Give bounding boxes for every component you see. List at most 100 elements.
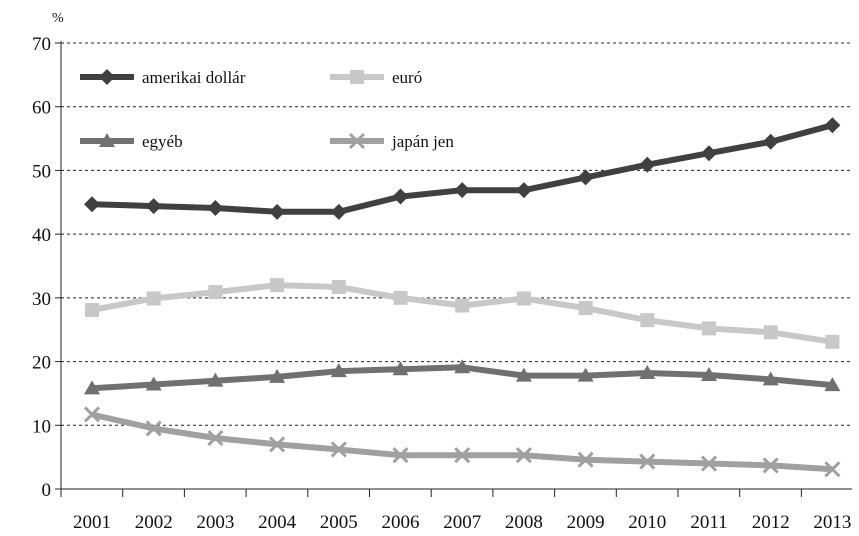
triangle-marker [392, 361, 409, 376]
triangle-marker [330, 363, 347, 378]
series-line [91, 122, 834, 215]
legend-label: amerikai dollár [142, 68, 246, 87]
x-marker [824, 461, 841, 478]
x-marker-stroke [269, 436, 286, 453]
y-tick-label: 20 [32, 353, 51, 374]
triangle-marker [454, 359, 471, 374]
legend-item: euró [330, 68, 422, 87]
diamond-marker [515, 182, 532, 199]
series-line [91, 411, 833, 473]
triangle-marker [577, 367, 594, 382]
diamond-marker [84, 196, 100, 213]
triangle-marker [207, 372, 224, 387]
y-tick-labels: 0 10 20 30 40 50 60 70 [32, 34, 51, 501]
diamond-marker [392, 188, 409, 205]
x-marker [577, 451, 594, 468]
diamond-marker [330, 203, 347, 220]
square-marker [578, 301, 593, 316]
x-tick-label: 2010 [628, 512, 666, 533]
x-marker-stroke [762, 457, 779, 474]
diamond-marker [639, 156, 656, 173]
x-marker-stroke [330, 441, 347, 458]
series-lines [83, 117, 841, 478]
triangle-marker [515, 367, 532, 382]
series-2 [84, 359, 841, 395]
triangle-marker [269, 368, 286, 383]
legend-label: euró [392, 68, 422, 87]
diamond-marker [824, 117, 841, 134]
triangle-marker [145, 376, 162, 391]
diamond-marker [269, 203, 286, 220]
square-marker [516, 291, 531, 306]
y-tick-label: 70 [32, 34, 51, 55]
x-marker [700, 455, 718, 472]
x-marker [392, 447, 409, 464]
x-marker-stroke [454, 447, 471, 464]
x-marker-stroke [824, 461, 841, 478]
square-marker [331, 280, 346, 295]
square-marker [350, 70, 364, 84]
diamond-marker [99, 69, 115, 85]
triangle-marker [84, 380, 100, 395]
x-marker [269, 436, 286, 453]
x-marker-stroke [700, 455, 718, 472]
legend-item: japán jen [330, 132, 454, 151]
series-1 [85, 278, 840, 349]
diamond-marker [454, 182, 471, 199]
x-marker [83, 406, 101, 423]
x-tick-label: 2009 [567, 512, 605, 533]
x-marker [145, 420, 162, 437]
legend-label: japán jen [391, 132, 454, 151]
triangle-marker [824, 377, 841, 392]
y-tick-label: 30 [32, 289, 51, 310]
square-marker [763, 325, 778, 340]
square-marker [146, 291, 161, 306]
x-tick-labels: 2001 2002 2003 2004 2005 2006 2007 2008 2009 2010… [73, 512, 851, 533]
x-marker [639, 453, 656, 470]
x-marker [330, 441, 347, 458]
square-marker [455, 298, 470, 313]
y-tick-label: 50 [32, 161, 51, 182]
triangle-marker [639, 365, 656, 380]
x-tick-label: 2012 [752, 512, 790, 533]
x-tick-label: 2006 [382, 512, 420, 533]
legend-item: amerikai dollár [80, 68, 246, 87]
square-marker [85, 302, 99, 317]
diamond-marker [762, 133, 779, 150]
x-marker-stroke [348, 132, 366, 150]
y-tick-label: 10 [32, 416, 51, 437]
x-tick-label: 2005 [320, 512, 358, 533]
x-marker [207, 429, 224, 447]
triangle-marker [99, 133, 115, 147]
legend: amerikai dollár euró egyéb japán jen [80, 68, 454, 151]
x-marker [515, 447, 532, 464]
x-marker-stroke [145, 420, 162, 437]
square-marker [640, 313, 655, 328]
diamond-marker [701, 145, 717, 162]
square-marker [393, 290, 408, 305]
legend-label: egyéb [142, 132, 183, 151]
legend-item: egyéb [80, 132, 183, 151]
y-tick-label: 0 [42, 480, 52, 501]
y-tick-label: 40 [32, 225, 51, 246]
x-marker-stroke [83, 406, 101, 423]
series-0 [84, 117, 841, 220]
x-tick-label: 2003 [196, 512, 234, 533]
square-marker [702, 321, 716, 336]
series-3 [83, 406, 841, 478]
diamond-marker [145, 198, 162, 215]
x-marker-stroke [207, 429, 224, 447]
y-tick-label: 60 [32, 98, 51, 119]
x-tick-label: 2008 [505, 512, 543, 533]
x-marker-stroke [392, 447, 409, 464]
diamond-marker [577, 169, 594, 186]
series-line [91, 282, 833, 345]
x-tick-label: 2004 [258, 512, 297, 533]
x-marker [348, 132, 366, 150]
x-marker [454, 447, 471, 464]
axes [55, 41, 852, 497]
x-tick-label: 2013 [813, 512, 851, 533]
x-marker-stroke [639, 453, 656, 470]
x-tick-label: 2001 [73, 512, 111, 533]
